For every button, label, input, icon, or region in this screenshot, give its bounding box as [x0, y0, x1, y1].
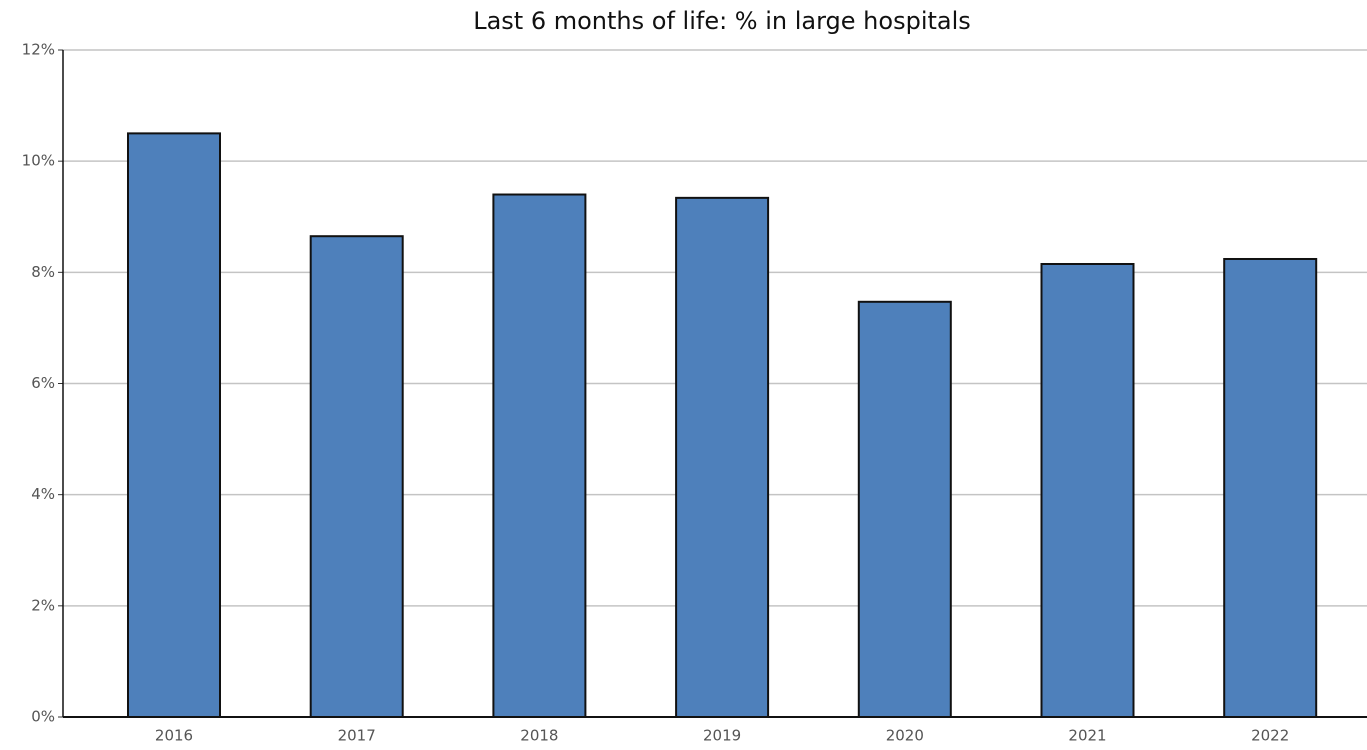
bar	[1223, 257, 1318, 718]
y-tick-label: 0%	[31, 708, 55, 726]
x-tick-label: 2022	[1251, 727, 1289, 745]
x-tick-label: 2019	[703, 727, 741, 745]
bar	[127, 132, 221, 718]
y-tick-label: 4%	[31, 485, 55, 503]
x-tick-label: 2020	[886, 727, 924, 745]
bar	[675, 196, 770, 718]
x-tick-label: 2017	[338, 727, 376, 745]
y-tick-label: 10%	[22, 152, 55, 170]
bar	[492, 193, 587, 718]
bar	[1040, 262, 1135, 718]
y-tick-label: 12%	[22, 41, 55, 59]
y-tick-label: 8%	[31, 263, 55, 281]
y-tick-label: 6%	[31, 374, 55, 392]
chart-title: Last 6 months of life: % in large hospit…	[473, 7, 971, 35]
y-tick-label: 2%	[31, 596, 55, 614]
bar	[309, 235, 404, 718]
x-tick-label: 2021	[1068, 727, 1106, 745]
x-tick-label: 2016	[155, 727, 193, 745]
x-tick-label: 2018	[520, 727, 558, 745]
bar	[857, 300, 952, 718]
